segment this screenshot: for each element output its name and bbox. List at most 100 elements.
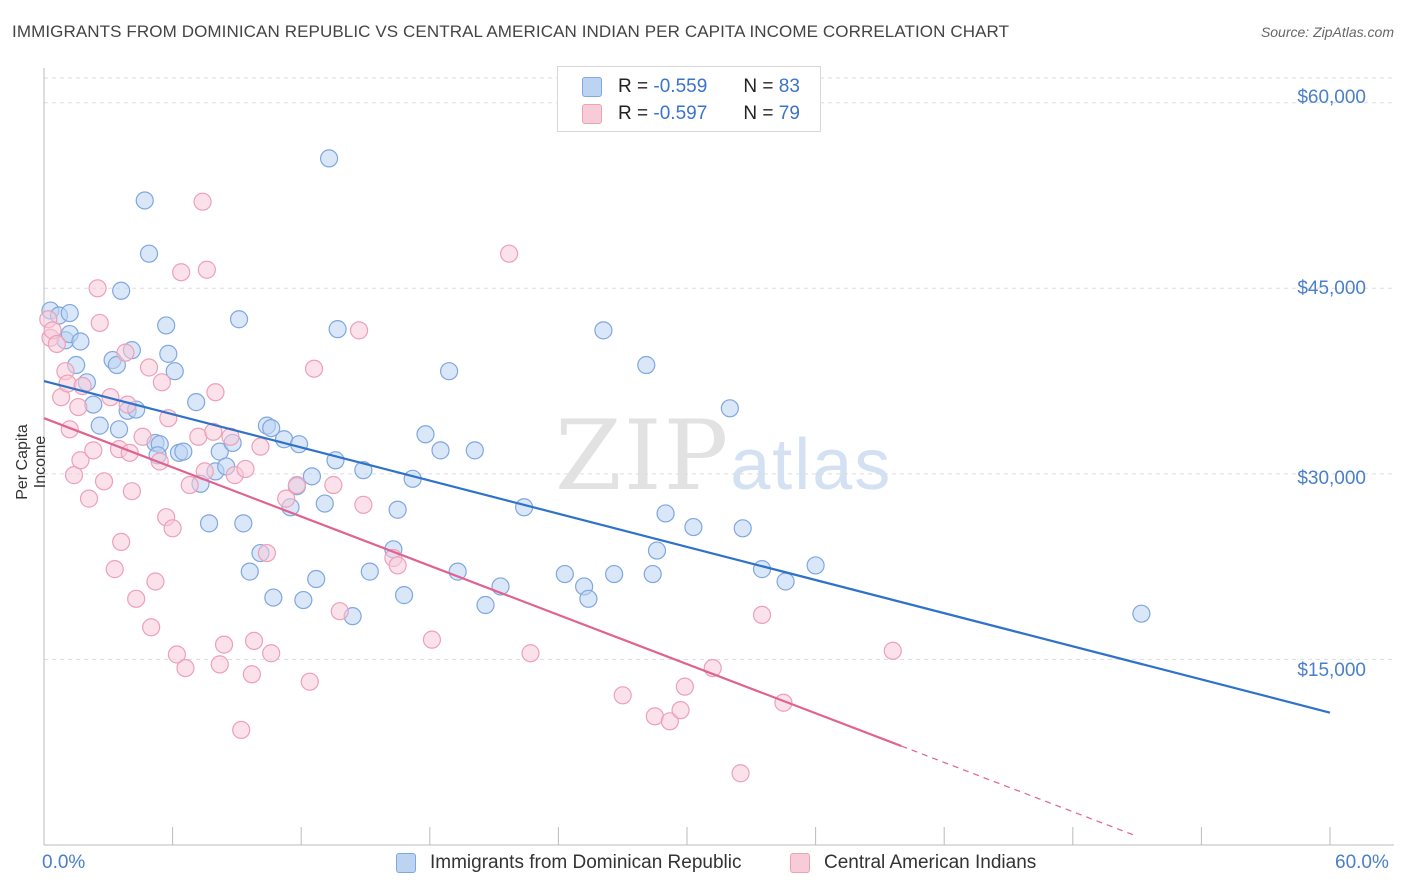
point-central-american-indian bbox=[883, 641, 902, 660]
x-min-label: 0.0% bbox=[42, 852, 86, 873]
point-dominican-republic bbox=[319, 149, 339, 168]
blue-swatch bbox=[582, 77, 602, 97]
point-central-american-indian bbox=[197, 260, 216, 279]
trend-line-central-american bbox=[43, 417, 902, 748]
point-dominican-republic bbox=[439, 362, 459, 381]
n-value: 83 bbox=[778, 76, 800, 97]
point-dominican-republic bbox=[262, 418, 281, 438]
point-dominican-republic bbox=[112, 281, 131, 300]
point-central-american-indian bbox=[300, 672, 319, 691]
point-dominican-republic bbox=[594, 321, 613, 340]
point-central-american-indian bbox=[349, 321, 369, 340]
point-central-american-indian bbox=[94, 472, 114, 491]
point-dominican-republic bbox=[157, 316, 176, 335]
point-central-american-indian bbox=[88, 279, 107, 298]
watermark-zip: ZIP bbox=[555, 400, 731, 512]
point-central-american-indian bbox=[671, 701, 690, 720]
point-central-american-indian bbox=[330, 602, 349, 621]
point-central-american-indian bbox=[189, 427, 208, 446]
point-central-american-indian bbox=[163, 519, 182, 538]
point-dominican-republic bbox=[264, 588, 283, 607]
point-dominican-republic bbox=[403, 469, 422, 488]
point-dominican-republic bbox=[776, 572, 795, 591]
point-dominican-republic bbox=[229, 310, 249, 329]
r-value: -0.559 bbox=[653, 76, 708, 97]
point-dominican-republic bbox=[752, 560, 772, 579]
point-central-american-indian bbox=[142, 618, 161, 637]
point-central-american-indian bbox=[210, 655, 229, 674]
series-pink-points bbox=[39, 192, 902, 783]
point-dominican-republic bbox=[315, 494, 334, 513]
point-central-american-indian bbox=[660, 712, 679, 731]
point-dominican-republic bbox=[294, 590, 313, 610]
point-dominican-republic bbox=[199, 514, 219, 533]
point-central-american-indian bbox=[116, 343, 135, 362]
legend-label: Central American Indians bbox=[824, 852, 1037, 873]
point-central-american-indian bbox=[206, 383, 225, 402]
point-central-american-indian bbox=[277, 489, 296, 508]
y-axis-title: Per Capita Income bbox=[14, 424, 49, 500]
point-dominican-republic bbox=[605, 564, 624, 584]
point-central-american-indian bbox=[262, 644, 281, 663]
chart-source: Source: ZipAtlas.com bbox=[1260, 24, 1394, 40]
y-tick-label: $60,000 bbox=[1297, 87, 1366, 108]
legend-item-dominican[interactable]: Immigrants from Dominican Republic bbox=[396, 852, 742, 874]
point-central-american-indian bbox=[47, 334, 66, 354]
chart-legend: Immigrants from Dominican Republic Centr… bbox=[0, 852, 1406, 878]
point-central-american-indian bbox=[167, 645, 186, 664]
stats-row-blue: R = -0.559 N = 83 bbox=[582, 73, 800, 101]
point-dominican-republic bbox=[684, 517, 703, 537]
point-dominican-republic bbox=[1132, 604, 1151, 623]
trend-line-dominican bbox=[43, 380, 1331, 714]
point-dominican-republic bbox=[647, 541, 667, 560]
point-dominican-republic bbox=[733, 519, 752, 538]
point-central-american-indian bbox=[112, 532, 131, 552]
point-central-american-indian bbox=[752, 605, 772, 625]
n-value: 79 bbox=[778, 103, 800, 124]
point-central-american-indian bbox=[146, 572, 165, 591]
point-central-american-indian bbox=[71, 451, 90, 470]
point-central-american-indian bbox=[354, 495, 373, 514]
legend-swatch-blue bbox=[396, 853, 416, 873]
n-label: N = bbox=[743, 76, 774, 97]
point-dominican-republic bbox=[159, 344, 178, 363]
point-central-american-indian bbox=[133, 427, 152, 446]
point-central-american-indian bbox=[105, 560, 124, 579]
point-dominican-republic bbox=[431, 441, 450, 460]
point-dominican-republic bbox=[806, 556, 825, 575]
point-central-american-indian bbox=[251, 437, 270, 456]
point-central-american-indian bbox=[232, 720, 251, 740]
point-dominican-republic bbox=[240, 562, 259, 581]
point-central-american-indian bbox=[388, 556, 407, 575]
watermark-atlas: atlas bbox=[730, 425, 893, 505]
point-dominican-republic bbox=[60, 303, 79, 323]
r-label: R = bbox=[618, 76, 649, 97]
point-central-american-indian bbox=[304, 359, 324, 378]
point-dominican-republic bbox=[302, 467, 322, 486]
r-label: R = bbox=[618, 103, 649, 124]
point-dominican-republic bbox=[476, 595, 495, 615]
point-central-american-indian bbox=[90, 313, 109, 333]
point-central-american-indian bbox=[122, 482, 141, 501]
legend-item-central-american[interactable]: Central American Indians bbox=[790, 852, 1036, 874]
point-central-american-indian bbox=[731, 764, 750, 783]
point-dominican-republic bbox=[107, 355, 126, 375]
point-dominican-republic bbox=[720, 399, 739, 418]
point-central-american-indian bbox=[645, 707, 664, 726]
stats-row-pink: R = -0.597 N = 79 bbox=[582, 100, 800, 128]
point-central-american-indian bbox=[242, 665, 262, 684]
point-central-american-indian bbox=[139, 358, 159, 377]
point-dominican-republic bbox=[187, 393, 206, 412]
point-dominican-republic bbox=[360, 562, 379, 581]
point-central-american-indian bbox=[613, 686, 632, 705]
point-central-american-indian bbox=[180, 475, 199, 495]
point-dominican-republic bbox=[307, 569, 326, 589]
point-central-american-indian bbox=[214, 635, 234, 654]
point-central-american-indian bbox=[236, 459, 255, 479]
point-central-american-indian bbox=[79, 489, 99, 508]
point-central-american-indian bbox=[176, 658, 195, 678]
point-dominican-republic bbox=[388, 500, 407, 519]
pink-swatch bbox=[582, 104, 602, 124]
point-dominican-republic bbox=[139, 244, 159, 263]
point-dominican-republic bbox=[354, 461, 373, 480]
